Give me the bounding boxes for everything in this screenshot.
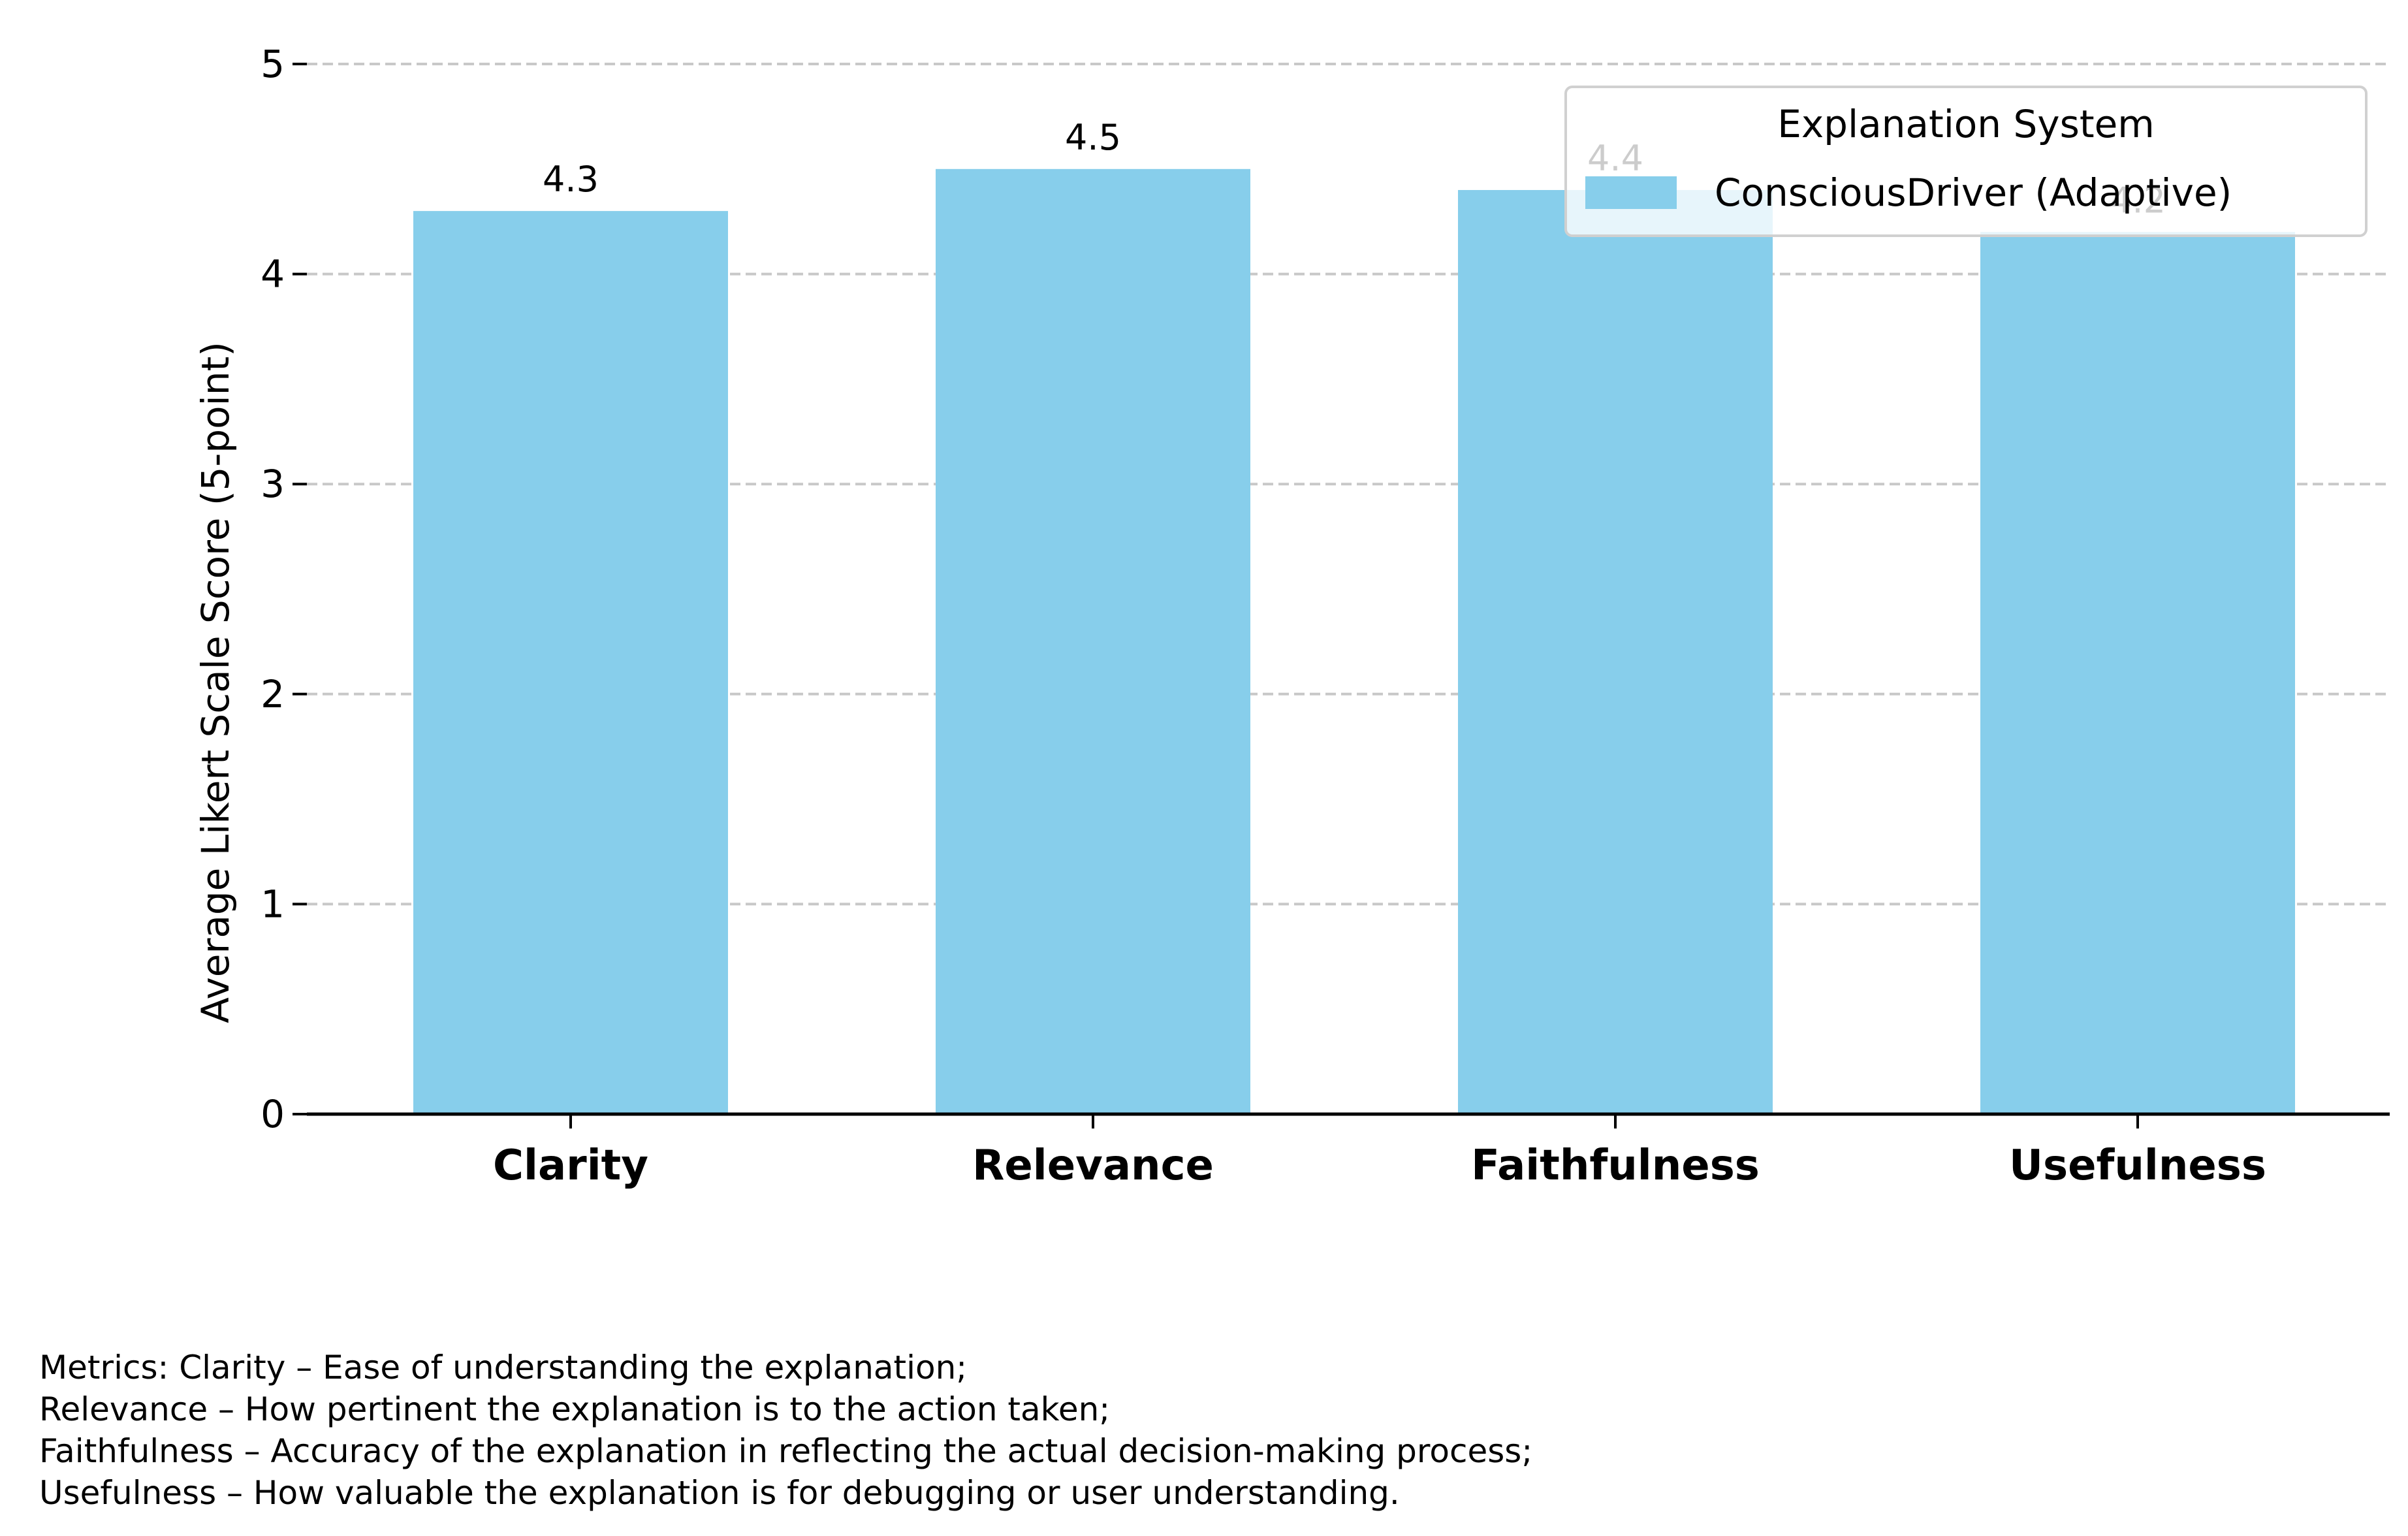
bar-chart: 0 1 2 3 4 5 Clarity Relevance Faithfulness Usefu… xyxy=(193,42,2390,1190)
x-tick-label: Relevance xyxy=(972,1142,1214,1190)
y-tick-label: 3 xyxy=(261,462,285,506)
bar-relevance xyxy=(936,168,1250,1114)
footnote-line-faithfulness: Faithfulness – Accuracy of the explanati… xyxy=(39,1432,1533,1470)
legend-frame xyxy=(1564,86,2368,237)
legend-entry-label: ConsciousDriver (Adaptive) xyxy=(1715,170,2232,215)
y-axis: 0 1 2 3 4 5 xyxy=(261,42,307,1136)
x-tick-label: Faithfulness xyxy=(1471,1142,1760,1190)
x-tick-label: Usefulness xyxy=(2009,1142,2266,1190)
bar-usefulness xyxy=(1980,232,2295,1114)
bars xyxy=(413,168,2295,1115)
y-tick-label: 5 xyxy=(261,42,285,86)
y-tick-label: 2 xyxy=(261,672,285,716)
footnote-line-usefulness: Usefulness – How valuable the explanatio… xyxy=(39,1474,1400,1512)
footnote-line-clarity: Metrics: Clarity – Ease of understanding… xyxy=(39,1349,968,1386)
y-tick-label: 4 xyxy=(261,252,285,296)
value-label: 4.3 xyxy=(543,159,599,200)
y-tick-label: 1 xyxy=(261,882,285,926)
value-label: 4.5 xyxy=(1065,117,1121,158)
legend-swatch xyxy=(1585,176,1677,209)
y-tick-label: 0 xyxy=(261,1092,285,1136)
legend: Explanation System ConsciousDriver (Adap… xyxy=(1564,86,2368,237)
y-axis-label: Average Likert Scale Score (5-point) xyxy=(193,342,238,1023)
metrics-footnote: Metrics: Clarity – Ease of understanding… xyxy=(39,1347,1532,1514)
footnote-line-relevance: Relevance – How pertinent the explanatio… xyxy=(39,1390,1111,1428)
legend-title: Explanation System xyxy=(1777,102,2155,146)
bar-clarity xyxy=(413,211,728,1114)
bar-faithfulness xyxy=(1458,189,1773,1115)
x-axis: Clarity Relevance Faithfulness Usefulness xyxy=(307,1112,2390,1190)
x-tick-label: Clarity xyxy=(493,1142,648,1190)
